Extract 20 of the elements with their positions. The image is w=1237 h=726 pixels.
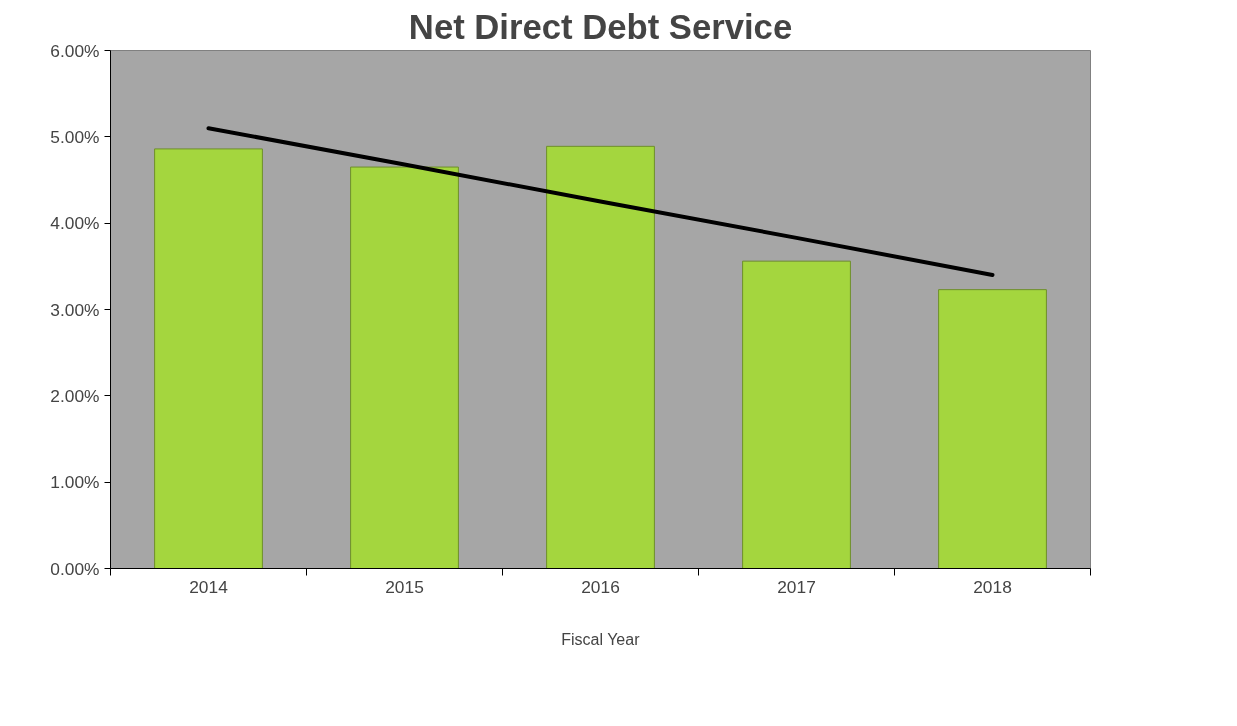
x-tick-label: 2016 — [581, 576, 620, 597]
x-axis-title: Fiscal Year — [561, 630, 641, 648]
y-tick-label: 6.00% — [50, 40, 100, 61]
bar — [742, 260, 851, 569]
bar — [154, 148, 263, 569]
y-tick-label: 3.00% — [50, 299, 100, 320]
bar — [546, 145, 655, 569]
y-tick-label: 1.00% — [50, 472, 100, 493]
bar — [938, 289, 1047, 569]
x-tick-label: 2015 — [385, 576, 424, 597]
bar — [350, 166, 459, 569]
y-tick-label: 4.00% — [50, 213, 100, 234]
y-tick-label: 5.00% — [50, 126, 100, 147]
y-tick-label: 2.00% — [50, 385, 100, 406]
x-tick-label: 2017 — [777, 576, 816, 597]
x-tick-label: 2014 — [189, 576, 229, 597]
y-tick-label: 0.00% — [50, 558, 100, 579]
chart-title: Net Direct Debt Service — [408, 7, 793, 46]
x-tick-label: 2018 — [973, 576, 1012, 597]
line-series — [206, 126, 995, 277]
